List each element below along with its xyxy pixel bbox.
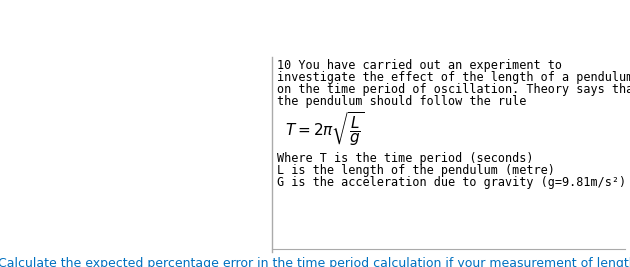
Text: G is the acceleration due to gravity (g=9.81m/s²): G is the acceleration due to gravity (g=… xyxy=(277,176,626,189)
Text: the pendulum should follow the rule: the pendulum should follow the rule xyxy=(277,95,527,108)
Text: Where T is the time period (seconds): Where T is the time period (seconds) xyxy=(277,152,534,165)
Text: 10 You have carried out an experiment to: 10 You have carried out an experiment to xyxy=(277,59,562,72)
Text: investigate the effect of the length of a pendulum: investigate the effect of the length of … xyxy=(277,71,630,84)
Text: L is the length of the pendulum (metre): L is the length of the pendulum (metre) xyxy=(277,164,555,177)
Text: $T=2\pi\sqrt{\dfrac{L}{g}}$: $T=2\pi\sqrt{\dfrac{L}{g}}$ xyxy=(285,110,365,148)
Text: Calculate the expected percentage error in the time period calculation if your m: Calculate the expected percentage error … xyxy=(0,257,630,267)
Text: on the time period of oscillation. Theory says that: on the time period of oscillation. Theor… xyxy=(277,83,630,96)
